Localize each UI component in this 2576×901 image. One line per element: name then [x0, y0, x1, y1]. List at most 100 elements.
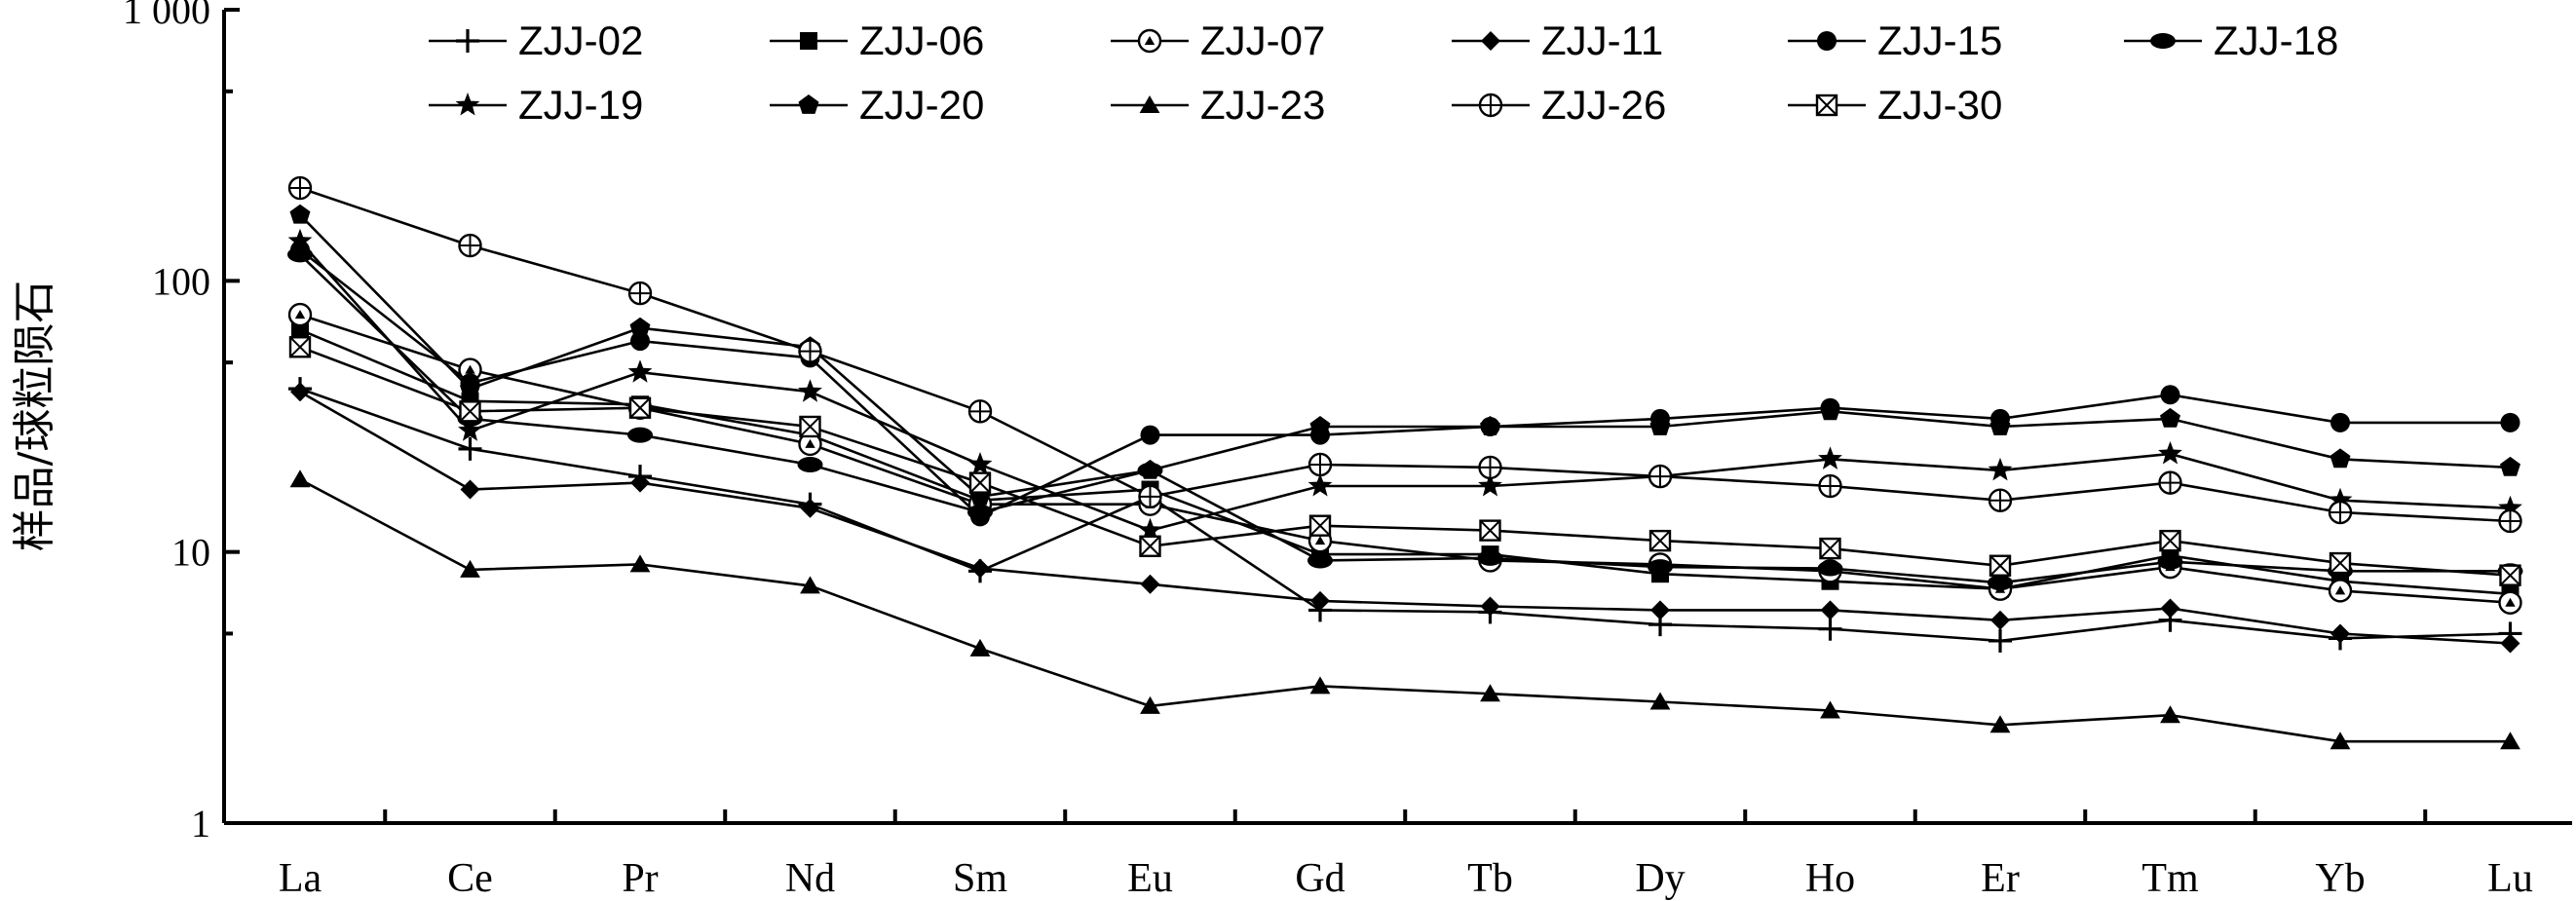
data-point-zjj-30-gd	[1308, 514, 1332, 537]
data-point-zjj-23-tb	[1480, 684, 1500, 702]
legend-marker-zjj-23	[1139, 95, 1160, 113]
legend-item-zjj-02: ZJJ-02	[429, 18, 643, 63]
data-point-zjj-23-yb	[2330, 732, 2351, 750]
axes	[222, 10, 2572, 825]
data-point-zjj-23-ce	[460, 559, 480, 578]
data-point-zjj-07-lu	[2498, 590, 2522, 615]
x-tick-label-Eu: Eu	[1127, 856, 1173, 901]
data-point-zjj-26-gd	[1307, 452, 1333, 477]
data-point-zjj-19-tb	[1478, 473, 1502, 497]
data-point-zjj-26-nd	[798, 339, 822, 363]
x-tick-label-Ho: Ho	[1805, 856, 1855, 901]
y-tick-label-100: 100	[152, 259, 210, 303]
data-point-zjj-19-eu	[1138, 517, 1162, 542]
data-point-zjj-07-yb	[2328, 579, 2353, 603]
data-point-zjj-23-gd	[1309, 676, 1331, 695]
data-point-zjj-18-pr	[627, 427, 653, 443]
data-point-zjj-18-sm	[967, 504, 993, 520]
series-line-zjj-02	[299, 387, 2511, 643]
data-point-zjj-26-lu	[2498, 508, 2522, 534]
data-point-zjj-23-eu	[1140, 695, 1160, 714]
data-point-zjj-30-tm	[2159, 529, 2181, 552]
data-point-zjj-02-ho	[1818, 617, 1842, 641]
data-point-zjj-19-gd	[1307, 473, 1333, 497]
legend-marker-zjj-06	[800, 32, 817, 50]
legend-marker-zjj-19	[455, 93, 480, 116]
series-line-zjj-15	[299, 248, 2511, 518]
data-point-zjj-26-eu	[1138, 484, 1162, 509]
legend-item-zjj-23: ZJJ-23	[1111, 82, 1325, 128]
data-point-zjj-30-er	[1989, 554, 2012, 577]
data-point-zjj-11-tb	[1480, 596, 1500, 617]
legend-marker-zjj-18	[2150, 33, 2176, 49]
y-tick-label-1000: 1 000	[123, 0, 210, 32]
data-point-zjj-30-eu	[1139, 535, 1161, 557]
data-point-zjj-26-pr	[627, 281, 653, 306]
data-point-zjj-30-yb	[2329, 551, 2352, 575]
legend-label-zjj-23: ZJJ-23	[1200, 82, 1325, 128]
y-ticks: 1 10 100 1 000	[123, 0, 240, 845]
data-point-zjj-18-tm	[2157, 553, 2183, 570]
legend-label-zjj-26: ZJJ-26	[1541, 82, 1666, 128]
series-line-zjj-11	[299, 391, 2511, 645]
series-line-zjj-23	[299, 478, 2511, 743]
data-point-zjj-20-lu	[2500, 456, 2520, 476]
data-point-zjj-15-lu	[2500, 412, 2520, 432]
data-point-zjj-18-nd	[797, 456, 823, 472]
series-line-zjj-06	[299, 328, 2511, 596]
y-axis-label: 样品/球粒陨石	[10, 281, 59, 552]
legend-label-zjj-06: ZJJ-06	[859, 18, 984, 63]
series-markers	[287, 175, 2523, 750]
y-tick-label-10: 10	[171, 531, 210, 575]
legend-marker-zjj-26	[1478, 93, 1503, 118]
data-point-zjj-20-dy	[1649, 416, 1671, 435]
data-point-zjj-26-er	[1988, 488, 2013, 512]
data-point-zjj-20-tb	[1480, 416, 1500, 435]
data-point-zjj-11-ho	[1820, 600, 1840, 620]
x-tick-label-Tm: Tm	[2141, 856, 2199, 901]
data-point-zjj-19-nd	[798, 379, 822, 402]
y-tick-label-1: 1	[191, 802, 210, 845]
data-point-zjj-19-tm	[2158, 441, 2182, 465]
data-point-zjj-20-pr	[629, 317, 651, 337]
legend-marker-zjj-15	[1817, 31, 1837, 51]
legend-marker-zjj-30	[1815, 94, 1838, 117]
legend-label-zjj-02: ZJJ-02	[518, 18, 643, 63]
data-point-zjj-26-tm	[2158, 470, 2182, 495]
data-point-zjj-26-dy	[1648, 464, 1673, 489]
legend-label-zjj-07: ZJJ-07	[1200, 18, 1325, 63]
data-point-zjj-02-ce	[458, 436, 482, 461]
data-point-zjj-23-er	[1989, 715, 2011, 733]
data-point-zjj-20-ho	[1820, 400, 1840, 421]
data-point-zjj-20-eu	[1140, 459, 1160, 479]
legend: ZJJ-02 ZJJ-06 ZJJ-07 ZJJ-11 ZJJ-15 ZJJ-18 ZJJ-…	[429, 18, 2338, 128]
data-point-zjj-18-gd	[1307, 552, 1333, 569]
data-point-zjj-11-la	[290, 382, 310, 402]
data-point-zjj-30-la	[288, 336, 312, 358]
data-point-zjj-19-er	[1988, 457, 2013, 481]
data-point-zjj-23-nd	[800, 576, 820, 594]
x-tick-label-Nd: Nd	[785, 856, 835, 901]
data-point-zjj-30-pr	[628, 396, 652, 419]
legend-label-zjj-30: ZJJ-30	[1877, 82, 2002, 128]
series-line-zjj-07	[299, 313, 2511, 604]
data-point-zjj-20-la	[289, 204, 311, 224]
data-point-zjj-26-ho	[1818, 473, 1842, 499]
data-point-zjj-20-gd	[1309, 416, 1331, 435]
data-point-zjj-18-la	[287, 246, 313, 263]
x-tick-label-Tb: Tb	[1467, 856, 1513, 901]
data-point-zjj-26-ce	[458, 233, 482, 258]
data-point-zjj-11-nd	[800, 498, 820, 518]
data-point-zjj-30-ce	[459, 400, 481, 423]
data-point-zjj-11-eu	[1140, 574, 1160, 594]
data-point-zjj-11-gd	[1310, 590, 1330, 611]
data-point-zjj-20-er	[1989, 416, 2011, 435]
data-point-zjj-19-ho	[1818, 446, 1842, 469]
data-point-zjj-11-dy	[1650, 600, 1670, 620]
series-lines	[299, 186, 2511, 743]
data-point-zjj-30-lu	[2499, 564, 2521, 586]
data-point-zjj-19-sm	[967, 452, 993, 475]
legend-marker-zjj-07	[1137, 28, 1162, 54]
data-point-zjj-23-dy	[1649, 692, 1671, 710]
